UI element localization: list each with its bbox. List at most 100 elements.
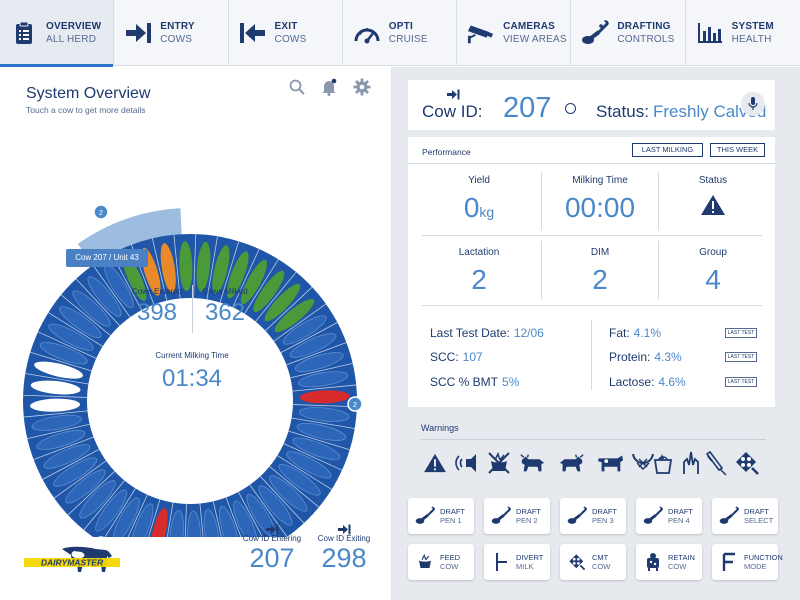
cow-green <box>274 298 315 333</box>
nav-entry-cows[interactable]: ENTRY COWS <box>114 0 229 66</box>
group-label: Group <box>699 247 727 258</box>
dim-cell: DIM 2 <box>546 247 654 296</box>
dim-label: DIM <box>590 247 610 258</box>
last-test-date-row: Last Test Date: 12/06 <box>430 326 544 340</box>
syringe-icon[interactable] <box>703 449 731 477</box>
bail-count-badge-label: 2 <box>99 210 103 217</box>
cows-milked-value: 362 <box>204 299 246 326</box>
bail-divider <box>238 491 263 537</box>
cmt-paddle-icon <box>566 551 588 573</box>
divider <box>422 305 762 306</box>
cow-empty <box>246 493 276 537</box>
bull-icon[interactable] <box>519 449 547 477</box>
milking-time-label: Milking Time <box>572 175 628 186</box>
cow-white <box>34 361 83 379</box>
nav-label: OPTI <box>388 21 413 32</box>
gear-icon[interactable] <box>352 77 372 97</box>
nav-opti-cruise[interactable]: OPTI CRUISE <box>343 0 458 66</box>
cow-empty <box>72 290 111 327</box>
protein-last-test-button[interactable]: LAST TEST <box>725 352 757 362</box>
cow-empty <box>294 352 344 372</box>
alarm-icon[interactable] <box>453 449 481 477</box>
protein-label: Protein: <box>609 350 651 364</box>
bail-count-badge <box>93 204 109 220</box>
divider <box>192 285 193 333</box>
cmt-cow-button[interactable]: CMT COW <box>560 544 626 580</box>
bail-divider <box>244 259 279 314</box>
cow-icon[interactable] <box>596 449 624 477</box>
notification-bell-icon[interactable] <box>319 77 339 97</box>
bail-divider <box>92 264 131 318</box>
nav-label: ENTRY <box>160 21 195 32</box>
this-week-button[interactable]: THIS WEEK <box>710 143 765 157</box>
bail-divider <box>148 499 161 537</box>
fat-last-test-button[interactable]: LAST TEST <box>725 328 757 338</box>
action-label: RETAIN <box>668 553 695 562</box>
nav-overview[interactable]: OVERVIEW ALL HERD <box>0 0 115 67</box>
cow-empty <box>43 444 91 469</box>
nav-cameras[interactable]: CAMERAS VIEW AREAS <box>457 0 572 66</box>
nav-sublabel: CONTROLS <box>617 34 675 45</box>
action-label: DRAFT <box>592 507 617 516</box>
clipboard-icon <box>10 19 38 47</box>
nav-sublabel: CRUISE <box>388 34 428 45</box>
performance-title: Performance <box>422 147 471 157</box>
bail-divider <box>75 278 121 326</box>
bail-divider <box>23 394 88 398</box>
cow-green <box>196 241 211 292</box>
draft-pen-3-button[interactable]: DRAFT PEN 3 <box>560 498 626 534</box>
bail-count-badge-label: 2 <box>353 402 357 409</box>
lactose-last-test-button[interactable]: LAST TEST <box>725 377 757 387</box>
bucket-icon[interactable] <box>649 449 677 477</box>
entry-arrow-icon <box>124 19 152 47</box>
lactose-row: Lactose: 4.6% <box>609 375 686 389</box>
last-milking-button[interactable]: LAST MILKING <box>632 143 703 157</box>
divert-icon <box>490 551 512 573</box>
function-f-icon <box>718 551 740 573</box>
nav-exit-cows[interactable]: EXIT COWS <box>229 0 343 66</box>
lactation-label: Lactation <box>458 247 500 258</box>
nav-system-health[interactable]: SYSTEM HEALTH <box>686 0 800 66</box>
cow-empty <box>296 422 347 441</box>
drafting-gate-icon <box>566 505 588 527</box>
cow-detail-panel: Cow ID: 207 Status: Freshly Calved Perfo… <box>391 67 800 600</box>
action-sublabel: COW <box>440 562 459 571</box>
action-sublabel: COW <box>668 562 687 571</box>
action-sublabel: PEN 2 <box>516 516 538 525</box>
retain-cow-button[interactable]: RETAIN COW <box>636 544 702 580</box>
cow-red <box>299 390 350 404</box>
nav-sublabel: ALL HERD <box>46 34 97 45</box>
function-mode-button[interactable]: FUNCTION MODE <box>712 544 783 580</box>
cow-empty <box>53 457 98 487</box>
cow-green <box>264 283 301 322</box>
feed-cow-button[interactable]: FEED COW <box>408 544 474 580</box>
status-dot-icon <box>565 103 576 114</box>
divert-milk-button[interactable]: DIVERT MILK <box>484 544 550 580</box>
microphone-icon[interactable] <box>741 92 765 116</box>
heat-icon[interactable] <box>677 449 705 477</box>
draft-pen-4-button[interactable]: DRAFT PEN 4 <box>636 498 702 534</box>
cow-orange <box>160 243 176 293</box>
draft-select-button[interactable]: DRAFT SELECT <box>712 498 778 534</box>
status-cell: Status <box>663 175 763 221</box>
calving-icon[interactable] <box>629 449 657 477</box>
cmt-paddle-icon[interactable] <box>733 449 761 477</box>
bail-divider <box>193 234 197 299</box>
exit-arrow-icon <box>239 19 267 47</box>
warning-icon[interactable] <box>421 449 449 477</box>
warnings-title: Warnings <box>421 423 459 433</box>
nav-drafting[interactable]: DRAFTING CONTROLS <box>571 0 686 66</box>
svg-text:DAIRYMASTER: DAIRYMASTER <box>41 558 104 568</box>
bail-divider <box>288 430 350 451</box>
action-sublabel: PEN 3 <box>592 516 614 525</box>
draft-pen-2-button[interactable]: DRAFT PEN 2 <box>484 498 550 534</box>
draft-pen-1-button[interactable]: DRAFT PEN 1 <box>408 498 474 534</box>
no-feed-icon[interactable] <box>485 449 513 477</box>
bull-standing-icon[interactable] <box>557 449 585 477</box>
search-icon[interactable] <box>287 77 307 97</box>
cows-entered-value: 398 <box>136 299 178 326</box>
status-label: Status <box>698 175 728 186</box>
yield-label: Yield <box>468 175 490 186</box>
dairymaster-logo: DAIRYMASTER <box>24 546 120 572</box>
cow-empty <box>131 503 154 537</box>
